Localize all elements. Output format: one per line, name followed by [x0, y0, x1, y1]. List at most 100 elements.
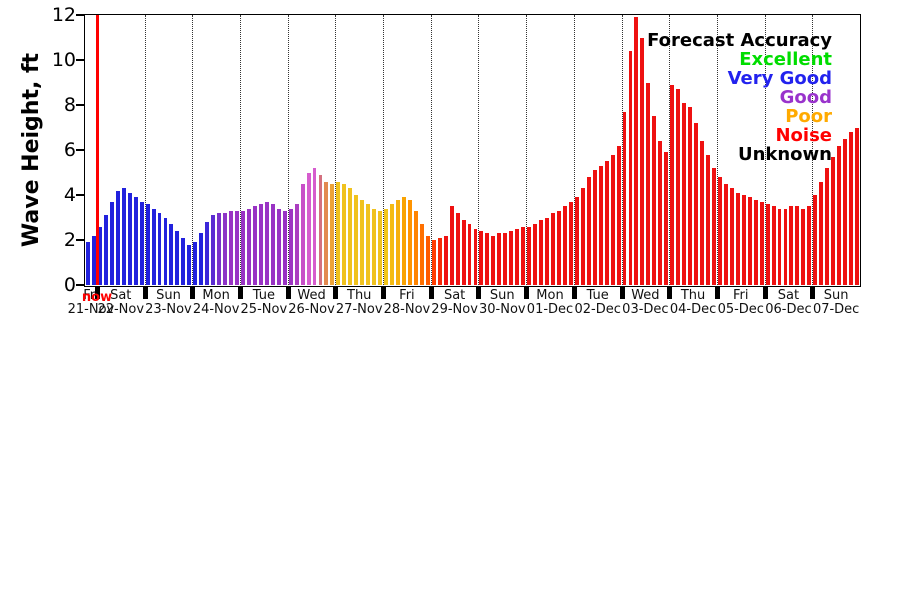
wave-height-bar	[533, 224, 538, 285]
x-tick-mark	[428, 286, 434, 299]
wave-height-bar	[652, 116, 657, 285]
wave-height-bar	[443, 235, 448, 285]
y-tick-label: 12	[51, 4, 76, 26]
wave-height-bar	[449, 206, 454, 285]
wave-height-bar	[455, 213, 460, 285]
wave-height-bar	[556, 210, 561, 285]
x-axis-day-label: Tue 25-Nov	[240, 288, 288, 317]
now-label: now	[81, 290, 113, 305]
x-axis-day-label: Sat 22-Nov	[97, 288, 145, 317]
wave-height-bar	[658, 141, 663, 285]
wave-height-bar	[831, 156, 836, 285]
wave-height-bar	[175, 231, 180, 285]
wave-height-bar	[199, 233, 204, 285]
legend-item-excellent: Excellent	[739, 49, 832, 70]
x-axis-day-label: Sat 29-Nov	[431, 288, 478, 317]
y-tick-label: 4	[63, 184, 76, 206]
x-axis-day-label: Sun 30-Nov	[478, 288, 526, 317]
wave-height-bar	[419, 224, 424, 285]
wave-height-bar	[729, 188, 734, 285]
wave-height-bar	[676, 89, 681, 285]
wave-height-bar	[849, 132, 854, 285]
wave-height-bar	[592, 170, 597, 285]
wave-height-bar	[688, 107, 693, 285]
x-tick-mark	[667, 286, 673, 299]
wave-height-bar	[711, 168, 716, 285]
x-tick-mark	[333, 286, 339, 299]
wave-height-bar	[437, 237, 442, 285]
wave-height-bar	[664, 152, 669, 285]
wave-height-bar	[401, 197, 406, 285]
wave-height-bar	[270, 204, 275, 285]
wave-height-bar	[223, 213, 228, 285]
wave-height-bar	[145, 204, 150, 285]
wave-height-bar	[396, 199, 400, 285]
wave-height-bar	[306, 172, 311, 285]
wave-height-bar	[717, 177, 722, 285]
day-boundary-gridline	[478, 15, 480, 285]
wave-height-bar	[503, 233, 508, 285]
day-boundary-gridline	[716, 15, 718, 285]
wave-height-bar	[610, 154, 615, 285]
day-boundary-gridline	[669, 15, 671, 285]
wave-height-bar	[103, 215, 108, 285]
x-tick-mark	[762, 286, 768, 299]
wave-height-bar	[312, 168, 317, 285]
day-boundary-gridline	[383, 15, 385, 285]
wave-height-bar	[241, 210, 245, 285]
y-tick-label: 2	[63, 229, 76, 251]
wave-height-bar	[634, 17, 639, 285]
day-boundary-gridline	[287, 15, 289, 285]
wave-height-bar	[264, 201, 269, 285]
wave-height-bar	[252, 206, 257, 285]
wave-height-bar	[801, 208, 806, 285]
wave-height-bar	[640, 37, 645, 285]
wave-height-bar	[646, 82, 651, 285]
wave-height-bar	[670, 84, 675, 285]
day-boundary-gridline	[192, 15, 194, 285]
wave-height-bar	[515, 228, 520, 285]
wave-height-bar	[616, 145, 621, 285]
wave-height-bar	[246, 208, 251, 285]
day-boundary-gridline	[764, 15, 766, 285]
wave-height-bar	[97, 226, 102, 285]
wave-height-bar	[783, 208, 788, 285]
wave-height-bar	[479, 231, 484, 285]
y-tick-label: 0	[63, 274, 76, 296]
wave-height-bar	[521, 226, 526, 285]
y-tick-mark	[76, 239, 85, 241]
legend-item-unknown: Unknown	[737, 144, 832, 165]
x-axis-day-label: Sat 06-Dec	[765, 288, 812, 317]
wave-height-bar	[551, 213, 555, 285]
wave-height-bar	[282, 210, 287, 285]
wave-height-bar	[777, 208, 782, 285]
wave-height-bar	[539, 219, 544, 285]
wave-height-bar	[181, 237, 186, 285]
day-boundary-gridline	[812, 15, 814, 285]
wave-height-bar	[509, 231, 514, 285]
x-tick-mark	[810, 286, 816, 299]
wave-height-bar	[342, 183, 347, 285]
wave-height-bar	[771, 206, 776, 285]
wave-height-bar	[837, 145, 842, 285]
wave-height-bar	[211, 215, 216, 285]
x-tick-mark	[94, 286, 100, 299]
wave-height-bar	[235, 210, 239, 285]
wave-height-bar	[330, 183, 335, 285]
y-tick-mark	[76, 149, 85, 151]
wave-height-bar	[682, 102, 687, 285]
y-tick-mark	[76, 14, 85, 16]
wave-height-bar	[467, 224, 472, 285]
x-axis-day-label: Wed 26-Nov	[288, 288, 335, 317]
wave-height-bar	[127, 192, 132, 285]
y-tick-label: 6	[63, 139, 76, 161]
wave-height-bar	[121, 188, 126, 285]
x-axis-day-label: Mon 01-Dec	[526, 288, 574, 317]
wave-height-bar	[205, 222, 210, 285]
wave-height-bar	[193, 242, 198, 285]
wave-height-bar	[604, 161, 609, 285]
wave-height-bar	[378, 210, 383, 285]
now-marker-line	[95, 15, 99, 285]
wave-height-bar	[407, 199, 412, 285]
